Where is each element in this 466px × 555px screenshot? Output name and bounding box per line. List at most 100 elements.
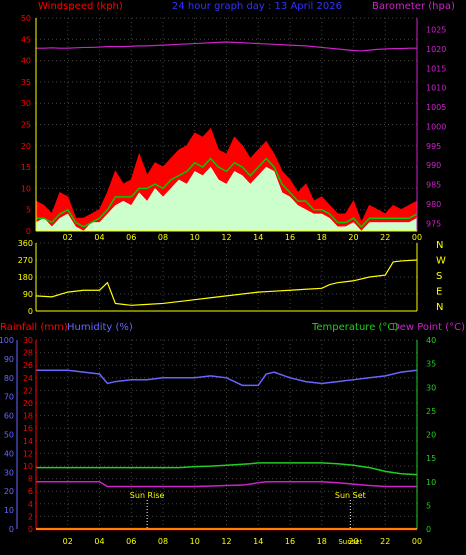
wind-tick-label: 15: [21, 163, 31, 172]
wind-x-tick-label: 04: [94, 233, 104, 242]
barometer-tick-label: 985: [426, 181, 441, 190]
rainfall-tick-label: 14: [23, 437, 33, 446]
humidity-tick-label: 90: [4, 355, 14, 364]
wind-speed-series: [35, 166, 418, 232]
wind-tick-label: 0: [26, 227, 31, 236]
temperature-tick-label: 5: [426, 501, 431, 510]
temp-x-tick-label: 22: [380, 537, 390, 546]
wind-x-tick-label: 08: [158, 233, 168, 242]
sunset-tick-label: Sunset: [338, 538, 362, 546]
temp-panel-grid: [36, 339, 418, 530]
wind-tick-label: 30: [21, 99, 31, 108]
humidity-axis-title: Humidity (%): [67, 322, 133, 333]
temperature-tick-label: 0: [426, 525, 431, 534]
rainfall-tick-label: 28: [23, 349, 33, 358]
temperature-tick-label: 15: [426, 454, 436, 463]
wind-tick-label: 40: [21, 57, 31, 66]
humidity-tick-label: 80: [4, 374, 14, 383]
rainfall-tick-label: 16: [23, 424, 33, 433]
wind-x-tick-label: 10: [190, 233, 200, 242]
humidity-tick-label: 40: [4, 449, 14, 458]
wind-x-tick-label: 12: [221, 233, 231, 242]
barometer-tick-label: 995: [426, 142, 441, 151]
wind-panel-marks: [35, 41, 418, 232]
temp-x-tick-label: 14: [253, 537, 263, 546]
wind-tick-label: 45: [21, 35, 31, 44]
wind-tick-label: 20: [21, 142, 31, 151]
barometer-tick-label: 1020: [426, 45, 446, 54]
humidity-tick-label: 0: [9, 525, 14, 534]
wind-x-ticks: 02 04 06 08 10 12 14 16 18 20 22 00: [63, 233, 422, 242]
wind-tick-label: 5: [26, 206, 31, 215]
barometer-axis-title: Barometer (hpa): [372, 1, 455, 12]
direction-tick-label: 90: [23, 290, 33, 299]
barometer-tick-label: 975: [426, 219, 441, 228]
humidity-ticks: 0 10 20 30 40 50 60 70 80 90 100: [0, 336, 14, 534]
direction-panel-grid: [36, 242, 418, 312]
direction-panel-marks: [35, 259, 418, 306]
rainfall-tick-label: 8: [28, 475, 33, 484]
humidity-tick-label: 50: [4, 431, 14, 440]
direction-tick-label: 180: [18, 273, 33, 282]
wind-direction-series: [35, 259, 418, 306]
wind-x-tick-label: 02: [63, 233, 73, 242]
rainfall-tick-label: 10: [23, 462, 33, 471]
humidity-tick-label: 30: [4, 468, 14, 477]
temp-x-tick-label: 06: [126, 537, 136, 546]
direction-tick-label: 0: [28, 307, 33, 316]
wind-x-tick-label: 18: [317, 233, 327, 242]
sunset-label: Sun Set: [335, 491, 366, 500]
temperature-ticks: 0 5 10 15 20 25 30 35 40: [426, 336, 436, 534]
temperature-tick-label: 20: [426, 431, 436, 440]
wind-x-tick-label: 16: [285, 233, 295, 242]
temp-x-tick-label: 20: [348, 537, 358, 546]
sunrise-label: Sun Rise: [130, 491, 165, 500]
humidity-tick-label: 70: [4, 393, 14, 402]
barometer-tick-label: 1000: [426, 122, 446, 131]
temperature-tick-label: 40: [426, 336, 436, 345]
temperature-tick-label: 35: [426, 360, 436, 369]
direction-tick-label: 270: [18, 256, 33, 265]
barometer-tick-label: 990: [426, 161, 441, 170]
rainfall-tick-label: 2: [28, 512, 33, 521]
temp-x-tick-label: 18: [317, 537, 327, 546]
barometer-tick-label: 1025: [426, 26, 446, 35]
temperature-tick-label: 30: [426, 383, 436, 392]
barometer-tick-label: 1015: [426, 64, 446, 73]
wind-x-tick-label: 22: [380, 233, 390, 242]
temperature-series: [36, 462, 418, 476]
barometer-right-ticks: 975 980 985 990 995 1000 1005 1010 1015 1020 1025: [426, 26, 446, 229]
compass-label: E: [436, 287, 442, 298]
rainfall-tick-label: 26: [23, 361, 33, 370]
rainfall-tick-label: 4: [28, 500, 33, 509]
humidity-tick-label: 10: [4, 506, 14, 515]
temp-x-tick-label: 04: [94, 537, 104, 546]
temp-x-ticks: 02 04 06 08 10 12 14 16 18 20 22 00 Sunset: [63, 537, 422, 546]
wind-x-tick-label: 14: [253, 233, 263, 242]
rainfall-axis-title: Rainfall (mm): [0, 322, 68, 333]
dewpoint-axis-title: Dew Point (°C): [392, 322, 465, 333]
barometer-tick-label: 1010: [426, 84, 446, 93]
temperature-axis-title: Temperature (°C): [311, 322, 398, 333]
barometer-series: [36, 41, 417, 52]
graph-title: 24 hour graph day : 13 April 2026: [172, 1, 342, 12]
rainfall-tick-label: 20: [23, 399, 33, 408]
wind-average-series: [36, 157, 418, 228]
compass-label: N: [436, 302, 443, 313]
windspeed-axis-title: Windspeed (kph): [38, 1, 123, 12]
direction-left-ticks: 0 90 180 270 360: [18, 239, 33, 316]
rainfall-tick-label: 18: [23, 412, 33, 421]
wind-tick-label: 25: [21, 121, 31, 130]
temp-x-tick-label: 02: [63, 537, 73, 546]
temperature-tick-label: 25: [426, 407, 436, 416]
wind-tick-label: 10: [21, 184, 31, 193]
wind-x-tick-label: 00: [412, 233, 422, 242]
temp-x-tick-label: 00: [412, 537, 422, 546]
rainfall-tick-label: 0: [28, 525, 33, 534]
humidity-series: [36, 369, 418, 387]
wind-x-tick-label: 06: [126, 233, 136, 242]
